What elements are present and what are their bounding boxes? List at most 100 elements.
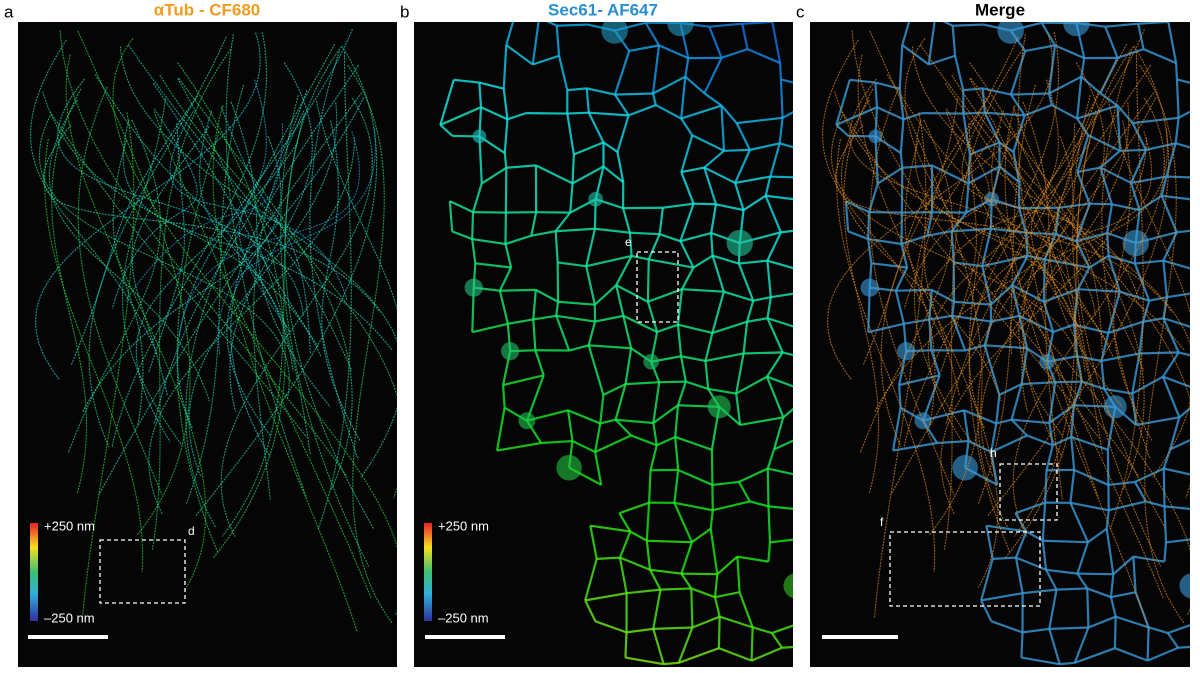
- texture: [769, 538, 793, 544]
- texture: [980, 558, 994, 601]
- texture: [496, 441, 542, 452]
- texture: [122, 98, 183, 446]
- texture: [81, 136, 282, 413]
- texture: [588, 191, 604, 207]
- texture: [742, 321, 749, 354]
- texture: [557, 300, 595, 306]
- texture: [151, 49, 232, 551]
- scale-bar: [425, 635, 505, 639]
- texture: [1106, 449, 1110, 485]
- texture: [625, 656, 664, 666]
- texture: [619, 556, 651, 571]
- texture: [716, 555, 739, 576]
- texture: [1087, 527, 1108, 544]
- texture: [1080, 57, 1086, 77]
- texture: [505, 234, 532, 246]
- texture: [540, 439, 573, 445]
- texture: [472, 322, 509, 334]
- texture: [309, 51, 359, 460]
- texture: [230, 64, 359, 458]
- texture: [148, 137, 355, 515]
- texture: [1178, 110, 1190, 119]
- texture: [797, 177, 810, 201]
- texture: [898, 384, 902, 408]
- texture: [1043, 288, 1079, 303]
- texture: [782, 645, 793, 649]
- texture: [1045, 568, 1078, 575]
- texture: [835, 106, 878, 126]
- box-label: f: [880, 515, 884, 529]
- texture: [1026, 434, 1054, 447]
- texture: [44, 138, 144, 572]
- texture: [169, 111, 348, 302]
- texture: [735, 393, 742, 426]
- panel-letter: c: [796, 2, 805, 21]
- texture: [439, 79, 455, 126]
- texture: [927, 142, 1091, 443]
- texture: [847, 230, 869, 241]
- texture: [942, 22, 954, 27]
- texture: [980, 592, 1023, 602]
- texture: [1022, 588, 1057, 595]
- texture: [645, 540, 652, 570]
- texture: [680, 134, 694, 173]
- texture: [674, 501, 713, 512]
- texture: [629, 231, 660, 236]
- texture: [652, 589, 662, 630]
- texture: [49, 111, 308, 438]
- texture: [734, 149, 751, 184]
- texture: [587, 345, 605, 396]
- texture: [1055, 380, 1082, 384]
- texture: [891, 407, 902, 451]
- texture: [594, 423, 602, 453]
- texture: [567, 87, 587, 92]
- texture: [1100, 360, 1106, 390]
- texture: [1099, 166, 1132, 184]
- texture: [94, 74, 290, 332]
- texture: [778, 117, 784, 144]
- texture: [711, 255, 725, 293]
- texture: [1073, 323, 1109, 334]
- texture: [844, 201, 850, 232]
- texture: [220, 106, 311, 355]
- texture: [622, 315, 633, 349]
- texture: [679, 356, 687, 382]
- texture: [953, 300, 991, 306]
- texture: [471, 238, 477, 264]
- texture: [800, 201, 810, 230]
- texture: [475, 262, 512, 269]
- texture: [986, 524, 1027, 533]
- texture: [998, 383, 1023, 396]
- texture: [766, 448, 776, 469]
- texture: [798, 405, 800, 438]
- texture: [1087, 134, 1121, 152]
- texture: [963, 87, 983, 92]
- texture: [586, 87, 616, 96]
- texture: [680, 267, 695, 290]
- texture: [684, 75, 706, 95]
- texture: [613, 50, 631, 95]
- colorbar: [424, 523, 432, 621]
- texture: [1077, 572, 1114, 576]
- texture: [673, 502, 693, 543]
- texture: [1146, 627, 1150, 661]
- texture: [566, 410, 574, 442]
- texture: [1105, 510, 1110, 529]
- texture: [692, 254, 714, 269]
- texture: [616, 151, 625, 183]
- texture: [651, 93, 657, 106]
- texture: [230, 101, 331, 408]
- texture: [766, 231, 782, 262]
- texture: [1088, 254, 1110, 269]
- texture: [710, 232, 714, 256]
- texture: [766, 317, 784, 353]
- texture: [573, 141, 604, 156]
- texture: [1058, 202, 1090, 209]
- box-label: e: [625, 235, 632, 249]
- texture: [1106, 204, 1114, 234]
- texture: [1178, 351, 1190, 357]
- texture: [705, 352, 744, 363]
- texture: [943, 49, 1024, 551]
- texture: [968, 165, 1001, 185]
- texture: [112, 37, 397, 615]
